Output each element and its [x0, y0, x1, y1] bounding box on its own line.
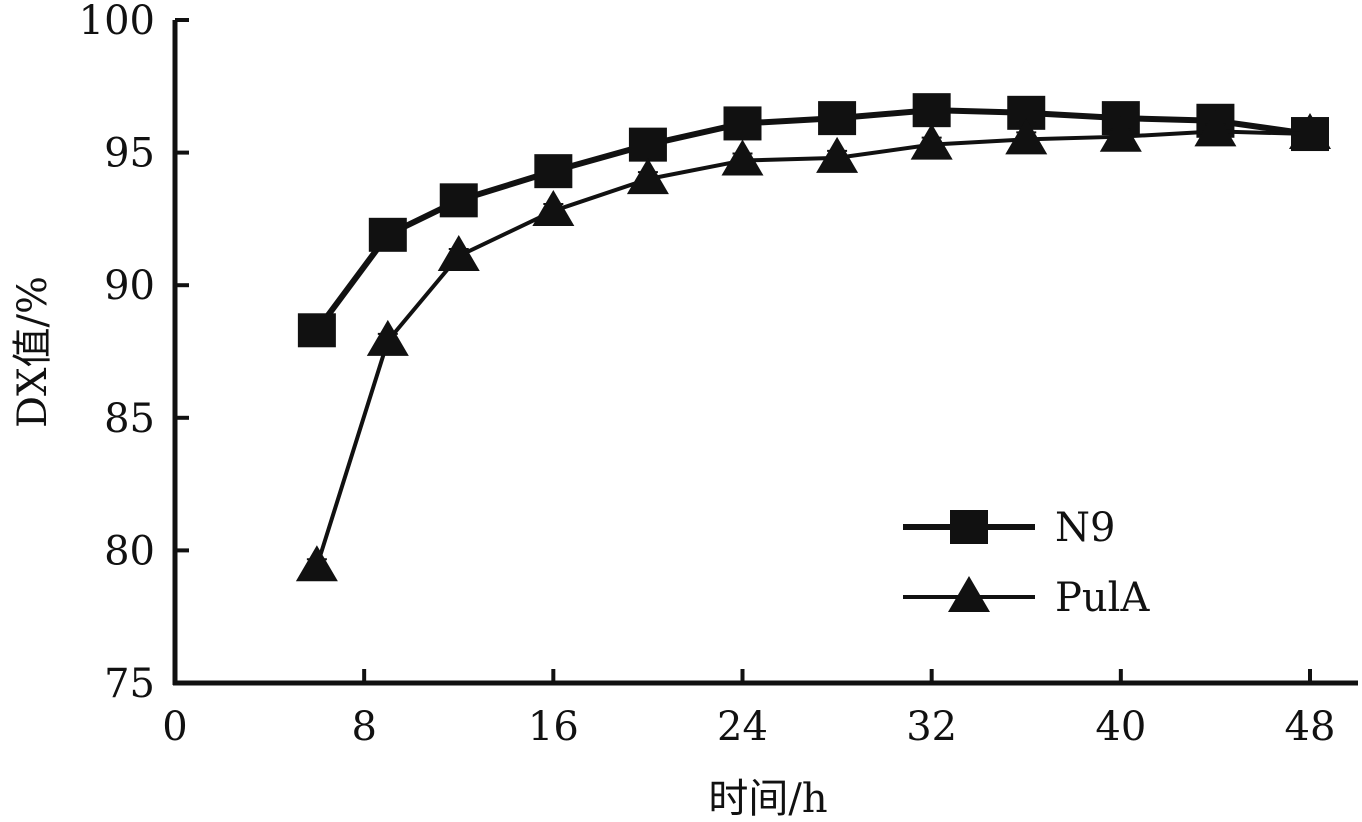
data-point	[1099, 115, 1142, 152]
legend: N9 PulA	[903, 505, 1150, 621]
y-axis-title: DX值/%	[10, 276, 56, 428]
data-point	[439, 183, 478, 218]
data-point	[532, 189, 575, 226]
data-point	[628, 127, 667, 162]
data-point	[437, 235, 480, 272]
x-tick-label: 48	[1285, 704, 1336, 750]
x-axis-title: 时间/h	[708, 776, 827, 822]
data-point	[297, 313, 336, 348]
y-tick-label: 95	[104, 131, 155, 177]
x-tick-label: 16	[528, 704, 579, 750]
y-tick-label: 100	[79, 0, 155, 44]
y-tick-label: 80	[104, 528, 155, 574]
legend-marker	[950, 510, 988, 544]
data-point	[534, 154, 573, 189]
series-layer	[295, 93, 1331, 582]
legend-label: PulA	[1055, 575, 1150, 621]
legend-label: N9	[1055, 505, 1115, 551]
data-point	[295, 545, 338, 582]
data-point	[1194, 110, 1237, 147]
x-tick-label: 0	[162, 704, 187, 750]
x-tick-label: 24	[717, 704, 768, 750]
data-point	[1005, 118, 1048, 155]
data-point	[723, 106, 762, 141]
series-line	[314, 107, 1311, 333]
data-point	[910, 123, 953, 160]
y-tick-label: 90	[104, 263, 155, 309]
data-point	[366, 319, 409, 356]
data-point	[626, 158, 669, 195]
data-point	[721, 139, 764, 176]
axes: 75 80 85 90 95 100 0 8 16 24 32 40 48	[79, 0, 1358, 750]
x-tick-label: 8	[351, 704, 376, 750]
data-point	[912, 93, 951, 128]
data-point	[1289, 113, 1331, 150]
series-pula	[295, 110, 1331, 582]
data-point	[816, 136, 859, 173]
y-tick-label: 85	[104, 396, 155, 442]
y-tick-label: 75	[104, 661, 155, 707]
x-tick-label: 40	[1095, 704, 1146, 750]
data-point	[818, 101, 857, 136]
x-tick-label: 32	[906, 704, 957, 750]
legend-marker	[948, 576, 990, 612]
series-n9	[297, 93, 1329, 348]
data-point	[368, 217, 407, 252]
